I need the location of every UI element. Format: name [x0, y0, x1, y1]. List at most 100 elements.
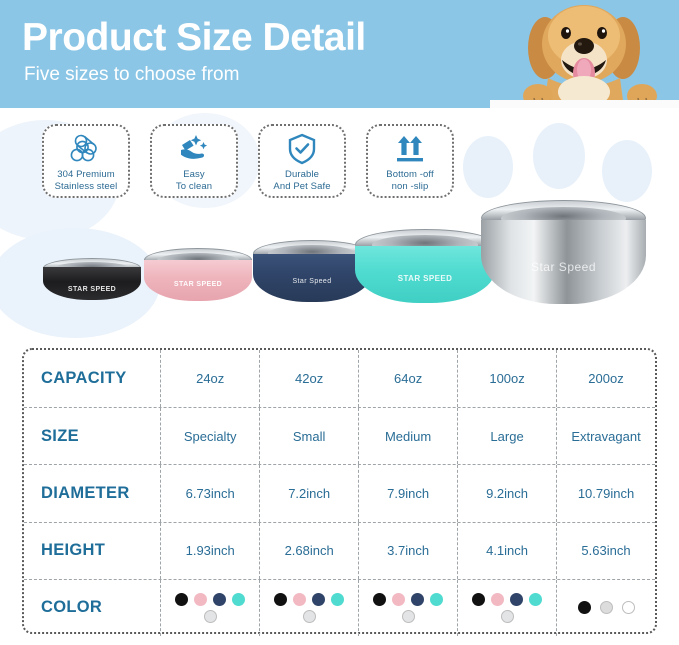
row-label-capacity: CAPACITY — [41, 369, 127, 388]
color-swatch[interactable] — [232, 592, 246, 606]
badge-non-slip[interactable]: Bottom -off non -slip — [366, 124, 454, 198]
badge-stainless-steel[interactable]: 304 Premium Stainless steel — [42, 124, 130, 198]
cell-height-5: 5.63inch — [556, 522, 655, 579]
color-swatch[interactable] — [331, 592, 345, 606]
cell-color-4 — [457, 579, 556, 636]
swatch-group-1 — [173, 592, 247, 623]
cell-diameter-3: 7.9inch — [358, 465, 457, 522]
cell-color-1 — [160, 579, 259, 636]
color-swatch[interactable] — [472, 592, 486, 606]
bowl-wall — [355, 246, 495, 303]
cell-capacity-1: 24oz — [160, 350, 259, 408]
color-swatch[interactable] — [529, 592, 543, 606]
cell-size-4: Large — [457, 408, 556, 465]
color-swatch[interactable] — [213, 592, 227, 606]
row-label-size: SIZE — [41, 426, 79, 445]
color-swatch[interactable] — [599, 601, 613, 615]
bowl-logo: Star Speed — [530, 260, 597, 274]
color-swatch[interactable] — [392, 592, 406, 606]
cell-height-1: 1.93inch — [160, 522, 259, 579]
color-swatch[interactable] — [430, 592, 444, 606]
cell-height-3: 3.7inch — [358, 522, 457, 579]
spec-table: CAPACITY 24oz 42oz 64oz 100oz 200oz SIZE… — [22, 348, 657, 636]
swatch-group-4 — [470, 592, 544, 623]
page-header: Product Size Detail Five sizes to choose… — [0, 0, 679, 108]
color-swatch[interactable] — [373, 592, 387, 606]
up-arrows-icon — [392, 132, 428, 166]
color-swatch[interactable] — [500, 609, 514, 623]
page-title: Product Size Detail — [22, 16, 366, 59]
table-row-color: COLOR — [24, 578, 655, 636]
color-swatch[interactable] — [577, 601, 591, 615]
color-swatch[interactable] — [510, 592, 524, 606]
bowl-logo: STAR SPEED — [397, 274, 453, 283]
cell-size-2: Small — [259, 408, 358, 465]
badge-line1: Durable — [285, 169, 319, 180]
table-row: HEIGHT 1.93inch 2.68inch 3.7inch 4.1inch… — [24, 521, 655, 579]
cell-diameter-4: 9.2inch — [457, 465, 556, 522]
cell-capacity-4: 100oz — [457, 350, 556, 408]
bowl-steel[interactable]: Star Speed — [481, 200, 646, 306]
color-swatch[interactable] — [312, 592, 326, 606]
sparkle-hand-icon — [176, 132, 212, 166]
table-row: DIAMETER 6.73inch 7.2inch 7.9inch 9.2inc… — [24, 464, 655, 522]
bowl-turquoise[interactable]: STAR SPEED — [355, 229, 495, 305]
cell-diameter-5: 10.79inch — [556, 465, 655, 522]
bowl-black[interactable]: STAR SPEED — [43, 258, 141, 304]
color-swatch[interactable] — [194, 592, 208, 606]
cell-size-5: Extravagant — [556, 408, 655, 465]
badge-label-stainless-steel: 304 Premium Stainless steel — [55, 169, 118, 192]
badge-label-non-slip: Bottom -off non -slip — [386, 169, 433, 192]
table-row: CAPACITY 24oz 42oz 64oz 100oz 200oz — [24, 350, 655, 408]
cell-color-5 — [556, 579, 655, 636]
badge-easy-clean[interactable]: Easy To clean — [150, 124, 238, 198]
bowl-wall — [144, 260, 252, 301]
badge-label-easy-clean: Easy To clean — [176, 169, 212, 192]
bowl-navy[interactable]: Star Speed — [253, 240, 371, 304]
color-swatch[interactable] — [401, 609, 415, 623]
paw-watermark-toe2 — [533, 123, 585, 189]
cell-height-4: 4.1inch — [457, 522, 556, 579]
color-swatch[interactable] — [274, 592, 288, 606]
swatch-group-3 — [371, 592, 445, 623]
cell-capacity-5: 200oz — [556, 350, 655, 408]
steel-tubes-icon — [68, 132, 104, 166]
row-label-height: HEIGHT — [41, 541, 106, 560]
badge-line1: 304 Premium — [57, 169, 115, 180]
color-swatch[interactable] — [621, 601, 635, 615]
bowl-wall — [253, 254, 371, 302]
badge-durable-pet-safe[interactable]: Durable And Pet Safe — [258, 124, 346, 198]
bowl-logo: STAR SPEED — [67, 286, 117, 293]
cell-diameter-1: 6.73inch — [160, 465, 259, 522]
badge-line1: Bottom -off — [386, 169, 434, 180]
badge-line2: To clean — [175, 180, 213, 192]
page-subtitle: Five sizes to choose from — [24, 64, 240, 85]
cell-height-2: 2.68inch — [259, 522, 358, 579]
cell-capacity-2: 42oz — [259, 350, 358, 408]
cell-color-3 — [358, 579, 457, 636]
badge-line2: Stainless steel — [54, 180, 118, 192]
cell-size-3: Medium — [358, 408, 457, 465]
color-swatch[interactable] — [203, 609, 217, 623]
paw-watermark-toe3 — [602, 140, 652, 202]
color-swatch[interactable] — [491, 592, 505, 606]
color-swatch[interactable] — [411, 592, 425, 606]
color-swatch[interactable] — [293, 592, 307, 606]
badge-label-durable-pet-safe: Durable And Pet Safe — [273, 169, 330, 192]
bowl-logo: Star Speed — [292, 278, 332, 285]
cell-capacity-3: 64oz — [358, 350, 457, 408]
bowl-pink[interactable]: STAR SPEED — [144, 248, 252, 304]
badge-line2: non -slip — [391, 180, 429, 192]
swatch-group-2 — [272, 592, 346, 623]
feature-badges: 304 Premium Stainless steel Easy To clea… — [0, 124, 679, 202]
paw-watermark-toe1 — [463, 136, 513, 198]
color-swatch[interactable] — [302, 609, 316, 623]
color-swatch[interactable] — [175, 592, 189, 606]
row-label-diameter: DIAMETER — [41, 483, 130, 502]
bowl-wall — [43, 267, 141, 300]
product-bowl-lineup: STAR SPEED STAR SPEED Star Speed STAR SP… — [0, 200, 679, 340]
cell-size-1: Specialty — [160, 408, 259, 465]
badge-line1: Easy — [183, 169, 205, 180]
shield-check-icon — [284, 132, 320, 166]
